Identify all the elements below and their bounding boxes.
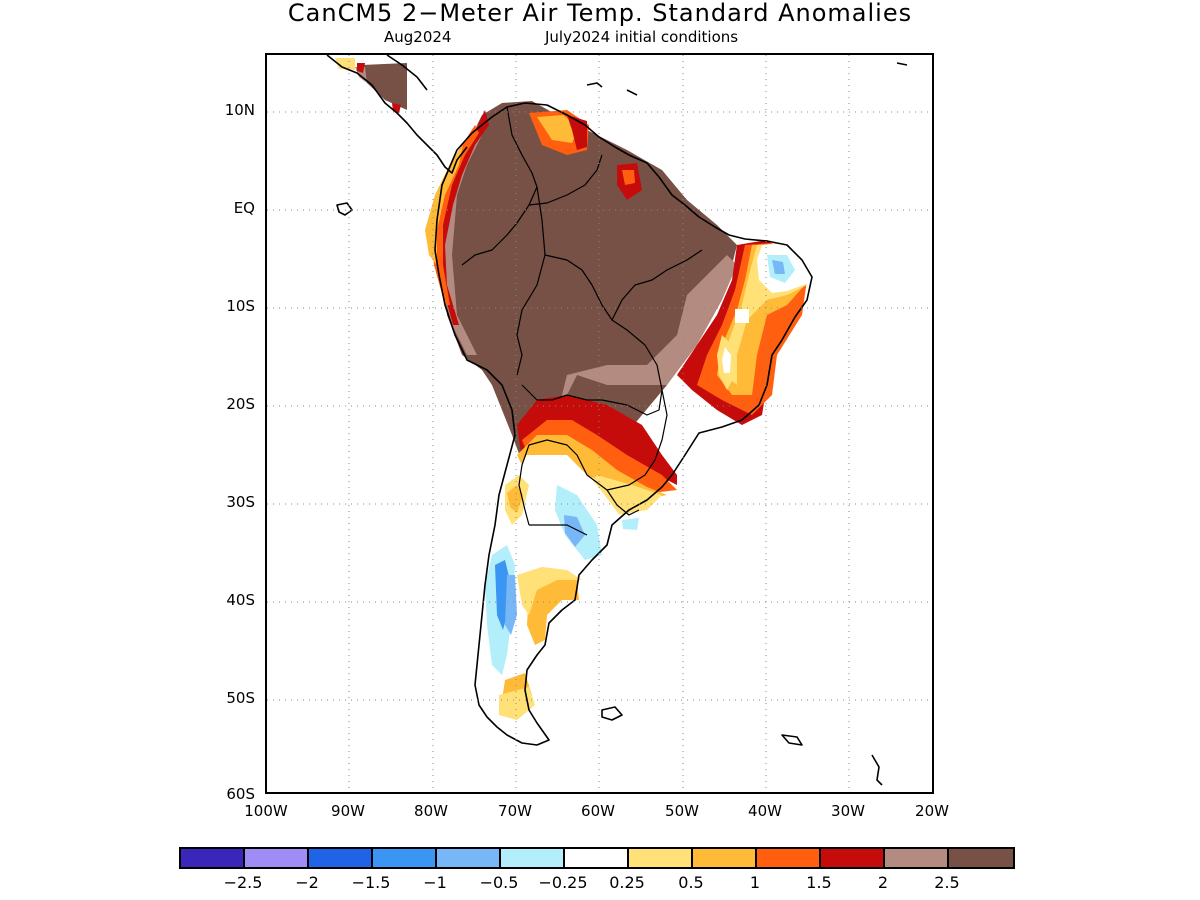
colorbar-label-11: 2.5 (934, 873, 960, 892)
colorbar-label-8: 1 (749, 873, 761, 892)
colorbar-swatch-9 (757, 849, 821, 867)
colorbar-label-5: −0.25 (538, 873, 588, 892)
colorbar-label-1: −2 (295, 873, 319, 892)
colorbar-swatch-2 (309, 849, 373, 867)
south-sandwich (871, 754, 883, 786)
argentina-lightblue (564, 515, 585, 547)
colorbar-swatch-1 (245, 849, 309, 867)
xlabel-30w: 30W (831, 802, 865, 820)
central-america-yellow (335, 58, 355, 70)
paraguay-lightorange (517, 435, 667, 500)
colorbar-label-6: 0.25 (609, 873, 645, 892)
map-title: CanCM5 2−Meter Air Temp. Standard Anomal… (287, 0, 913, 27)
falklands (601, 706, 623, 721)
xlabel-20w: 20W (915, 802, 949, 820)
ylabel-10s: 10S (226, 297, 255, 315)
colorbar-swatch-3 (373, 849, 437, 867)
colorbar-swatch-12 (949, 849, 1013, 867)
galapagos (336, 202, 353, 216)
chile-south-lightcyan (492, 630, 505, 670)
anomaly-map (267, 55, 932, 792)
patagonia-lightorange (527, 580, 579, 645)
colorbar (179, 847, 1015, 869)
west-coast-orange (429, 125, 479, 305)
colorbar-swatch-5 (501, 849, 565, 867)
south-america-coastline (434, 102, 813, 746)
colorbar-label-3: −1 (423, 873, 447, 892)
ylabel-60s: 60S (226, 785, 255, 803)
xlabel-90w: 90W (331, 802, 365, 820)
colorbar-swatch-11 (885, 849, 949, 867)
colorbar-swatch-8 (693, 849, 757, 867)
ylabel-20s: 20S (226, 395, 255, 413)
north-argentina-lightorange (507, 485, 523, 513)
xlabel-80w: 80W (414, 802, 448, 820)
guiana-orange (622, 170, 635, 185)
east-tan-band (557, 255, 737, 435)
uruguay-lightcyan (622, 518, 639, 530)
colorbar-label-2: −1.5 (351, 873, 391, 892)
coastlines (326, 55, 908, 786)
ylabel-40s: 40S (226, 591, 255, 609)
caribbean-coast (386, 55, 428, 91)
map-panel (265, 53, 934, 794)
xlabel-40w: 40W (748, 802, 782, 820)
interior-white (722, 347, 731, 373)
patagonia-yellow (517, 567, 582, 615)
ylabel-eq: EQ (233, 199, 255, 217)
country-borders (461, 106, 703, 536)
ne-brazil-blue (772, 260, 785, 274)
south-georgia (781, 734, 803, 746)
north-coast-lightorange (537, 115, 579, 143)
xlabel-60w: 60W (581, 802, 615, 820)
anomaly-fills (335, 58, 809, 720)
colorbar-label-7: 0.5 (678, 873, 704, 892)
ylabel-30s: 30S (226, 493, 255, 511)
colorbar-swatch-0 (181, 849, 245, 867)
ylabel-50s: 50S (226, 689, 255, 707)
colorbar-label-0: −2.5 (223, 873, 263, 892)
colorbar-label-10: 2 (877, 873, 889, 892)
colorbar-label-9: 1.5 (806, 873, 832, 892)
caribbean-islands (586, 62, 908, 96)
west-coast-lightorange (425, 145, 463, 265)
initial-conditions: July2024 initial conditions (545, 28, 739, 46)
forecast-month: Aug2024 (384, 28, 452, 46)
xlabel-100w: 100W (244, 802, 288, 820)
colorbar-swatch-4 (437, 849, 501, 867)
white-square (735, 309, 749, 323)
central-america-coastline (326, 55, 468, 174)
chile-lightblue (505, 575, 517, 635)
colorbar-swatch-6 (565, 849, 629, 867)
central-america-red (357, 63, 365, 73)
colorbar-swatch-7 (629, 849, 693, 867)
ylabel-10n: 10N (224, 101, 255, 119)
xlabel-70w: 70W (498, 802, 532, 820)
xlabel-50w: 50W (665, 802, 699, 820)
colorbar-swatch-10 (821, 849, 885, 867)
colorbar-label-4: −0.5 (479, 873, 519, 892)
central-america-brown (362, 63, 407, 110)
